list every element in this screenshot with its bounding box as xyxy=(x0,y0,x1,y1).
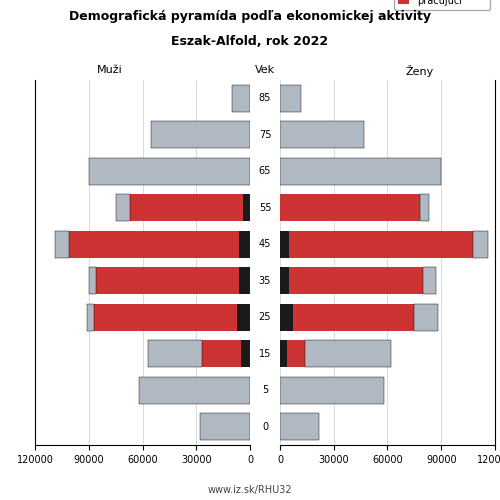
Bar xyxy=(280,158,441,185)
Text: Vek: Vek xyxy=(255,65,275,75)
Bar xyxy=(239,230,250,258)
Bar xyxy=(280,304,292,331)
Bar xyxy=(139,376,250,404)
Bar xyxy=(54,230,69,258)
Bar xyxy=(280,121,364,148)
Text: www.iz.sk/RHU32: www.iz.sk/RHU32 xyxy=(208,485,292,495)
Bar xyxy=(280,194,419,222)
Bar xyxy=(69,230,239,258)
Text: Ženy: Ženy xyxy=(406,65,434,77)
Bar xyxy=(241,340,250,367)
Bar xyxy=(280,267,289,294)
Bar xyxy=(287,340,305,367)
Bar xyxy=(474,230,488,258)
Bar xyxy=(280,413,320,440)
Bar xyxy=(305,340,391,367)
Bar xyxy=(148,340,202,367)
Bar xyxy=(94,304,238,331)
Text: 55: 55 xyxy=(258,203,271,213)
Bar xyxy=(289,267,424,294)
Bar xyxy=(202,340,241,367)
Bar xyxy=(414,304,438,331)
Text: 0: 0 xyxy=(262,422,268,432)
Text: Eszak-Alfold, rok 2022: Eszak-Alfold, rok 2022 xyxy=(172,35,328,48)
Text: 25: 25 xyxy=(258,312,271,322)
Bar xyxy=(238,304,250,331)
Legend: neaktívni, nezamestnani, pracujúci: neaktívni, nezamestnani, pracujúci xyxy=(394,0,490,10)
Text: 65: 65 xyxy=(259,166,271,176)
Bar xyxy=(200,413,250,440)
Text: 15: 15 xyxy=(259,349,271,359)
Text: 85: 85 xyxy=(259,93,271,104)
Text: 5: 5 xyxy=(262,385,268,395)
Text: 75: 75 xyxy=(258,130,271,140)
Bar xyxy=(280,230,289,258)
Bar xyxy=(87,304,94,331)
Text: Demografická pyramída podľa ekonomickej aktivity: Demografická pyramída podľa ekonomickej … xyxy=(69,10,431,23)
Bar xyxy=(420,194,428,222)
Bar xyxy=(280,340,287,367)
Text: 45: 45 xyxy=(259,240,271,249)
Text: Muži: Muži xyxy=(98,65,123,75)
Bar xyxy=(280,84,301,112)
Bar xyxy=(424,267,436,294)
Bar xyxy=(130,194,243,222)
Bar xyxy=(88,267,96,294)
Bar xyxy=(292,304,414,331)
Bar xyxy=(243,194,250,222)
Bar xyxy=(232,84,250,112)
Bar xyxy=(116,194,130,222)
Bar xyxy=(280,376,384,404)
Bar xyxy=(239,267,250,294)
Bar xyxy=(289,230,474,258)
Bar xyxy=(152,121,250,148)
Text: 35: 35 xyxy=(259,276,271,286)
Bar xyxy=(96,267,239,294)
Bar xyxy=(89,158,250,185)
